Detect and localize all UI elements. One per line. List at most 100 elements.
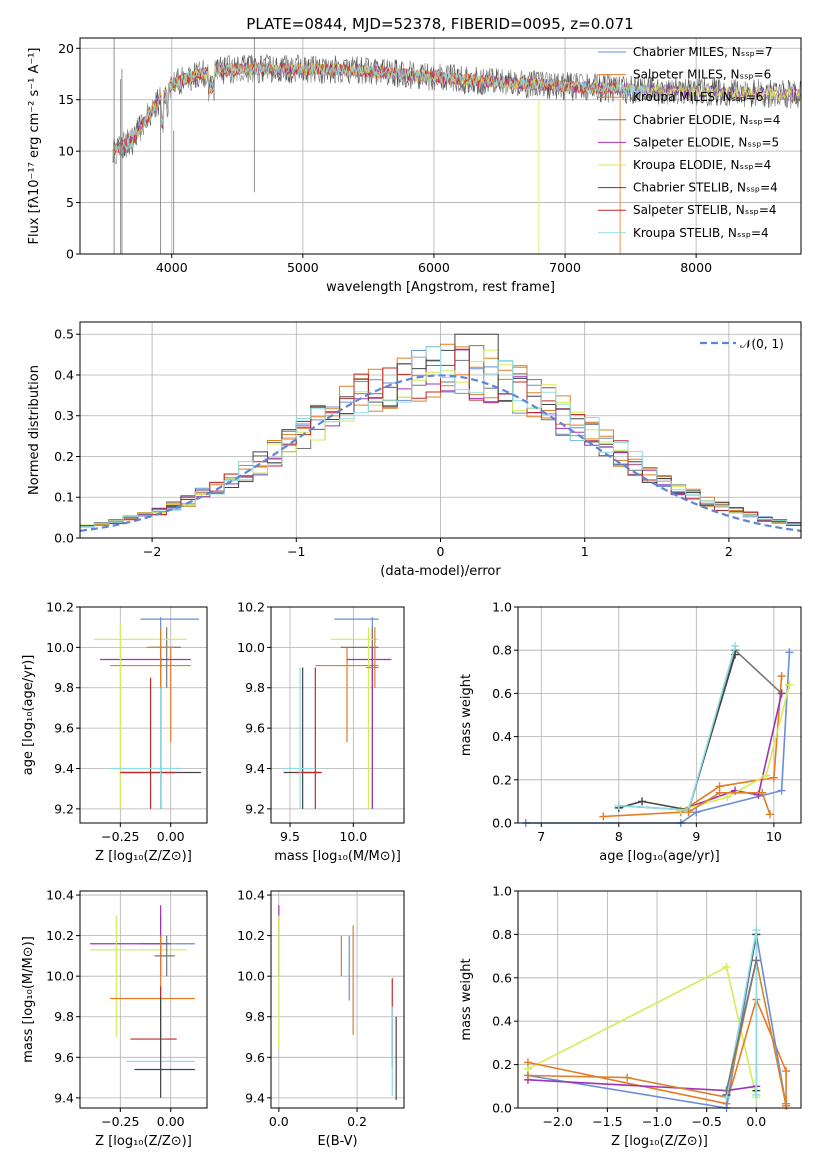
panel-age-vs-mass: 9.5 10.0 9.2 9.4 9.6 9.8 10.0 10.2 mass [log₁₀(M…: [237, 600, 405, 864]
weight-point: [785, 680, 794, 689]
weight-point: [782, 1067, 791, 1076]
y-tick-label: 0.3: [54, 408, 74, 423]
y-tick-label: 9.4: [245, 1090, 265, 1105]
x-tick-label: 9.5: [280, 829, 300, 844]
weight-point: [523, 1071, 532, 1080]
plot-frame: [517, 606, 802, 824]
y-tick-label: 10.4: [46, 888, 74, 903]
y-tick-label: 0.4: [54, 367, 74, 382]
y-tick-label: 0.0: [54, 531, 74, 546]
y-tick-label: 0.6: [492, 970, 512, 985]
histogram-line: [80, 345, 801, 528]
weight-series-line: [618, 654, 736, 811]
x-tick-label: 7: [537, 829, 545, 844]
y-tick-label: 1.0: [492, 884, 512, 899]
y-tick-label: 10: [58, 144, 74, 159]
y-axis-label: Normed distribution: [27, 365, 42, 495]
y-axis-label: mass [log₁₀(M/M⊙)]: [21, 936, 36, 1063]
y-tick-label: 10.2: [237, 928, 265, 943]
plot-frame: [270, 606, 405, 824]
weight-point: [758, 788, 767, 797]
weight-point: [769, 773, 778, 782]
x-tick-label: 6000: [418, 260, 450, 275]
panel-mass-vs-EBV: 0.0 0.2 9.4 9.6 9.8 10.0 10.2 10.4 E(B-V): [237, 888, 405, 1149]
x-tick-label: 4000: [156, 260, 188, 275]
x-tick-label: 7000: [549, 260, 581, 275]
y-tick-label: 0.6: [492, 686, 512, 701]
y-tick-label: 10.0: [237, 640, 265, 655]
x-tick-label: 8000: [680, 260, 712, 275]
x-axis-label: (data-model)/error: [380, 564, 501, 579]
y-tick-label: 0.8: [492, 927, 512, 942]
y-tick-label: 9.6: [245, 1050, 265, 1065]
weight-point: [777, 786, 786, 795]
y-tick-label: 0.4: [492, 1014, 512, 1029]
plot-frame: [79, 321, 802, 539]
normal-curve: [80, 374, 801, 532]
spectrum-lines: [112, 38, 801, 254]
y-tick-label: 0.5: [54, 327, 74, 342]
weight-point: [638, 797, 647, 806]
y-tick-label: 9.8: [54, 680, 74, 695]
weight-point: [777, 672, 786, 681]
x-tick-label: 0.00: [157, 829, 185, 844]
y-tick-label: 15: [58, 92, 74, 107]
y-tick-label: 10.0: [237, 969, 265, 984]
y-tick-label: 10.2: [237, 600, 265, 615]
y-tick-label: 20: [58, 41, 74, 56]
y-tick-label: 0.2: [492, 1057, 512, 1072]
x-tick-label: 5000: [287, 260, 319, 275]
panel-weight-vs-age: 7 8 9 10 0.0 0.2 0.4 0.6 0.8 1.0 age [log₁₀(age/yr…: [459, 600, 802, 864]
x-axis-label: mass [log₁₀(M/M⊙)]: [274, 849, 401, 864]
legend-label: Kroupa STELIB, Nₛₛₚ=4: [633, 226, 769, 240]
histogram-series: [80, 333, 801, 532]
y-axis-label: mass weight: [459, 958, 474, 1040]
plot-frame: [270, 890, 405, 1109]
y-tick-label: 9.2: [54, 801, 74, 816]
y-axis-label: Flux [fλ10⁻¹⁷ erg cm⁻² s⁻¹ A⁻¹]: [27, 48, 42, 245]
y-tick-label: 5: [66, 195, 74, 210]
y-tick-label: 0: [66, 247, 74, 262]
weight-point: [731, 641, 740, 650]
legend-label: Chabrier STELIB, Nₛₛₚ=4: [633, 181, 778, 195]
panel-age-vs-Z: −0.25 0.00 9.2 9.4 9.6 9.8 10.0 10.2 Z [log₁₀(Z/…: [21, 600, 208, 864]
x-tick-label: −2: [143, 544, 161, 559]
weight-point: [723, 793, 732, 802]
weight-series-line: [618, 645, 736, 811]
weight-series-line: [725, 960, 758, 1091]
weight-point: [762, 771, 771, 780]
y-tick-label: 9.4: [54, 761, 74, 776]
x-tick-label: 0.0: [746, 1114, 766, 1129]
x-axis-label: Z [log₁₀(Z/Z⊙)]: [611, 1134, 708, 1149]
y-tick-label: 9.6: [245, 721, 265, 736]
y-axis-label: age [log₁₀(age/yr)]: [21, 655, 36, 776]
x-tick-label: −0.5: [691, 1114, 721, 1129]
x-tick-label: 9: [692, 829, 700, 844]
y-tick-label: 10.2: [46, 928, 74, 943]
weight-point: [599, 812, 608, 821]
y-tick-label: 9.6: [54, 721, 74, 736]
x-axis-label: age [log₁₀(age/yr)]: [599, 849, 720, 864]
plot-frame: [517, 890, 802, 1109]
y-tick-label: 9.6: [54, 1050, 74, 1065]
x-axis-label: wavelength [Angstrom, rest frame]: [326, 280, 555, 295]
y-tick-label: 0.8: [492, 643, 512, 658]
figure-title: PLATE=0844, MJD=52378, FIBERID=0095, z=0…: [246, 15, 633, 33]
x-tick-label: 0.2: [347, 1114, 367, 1129]
x-tick-label: 10: [766, 829, 782, 844]
panel-weight-vs-Z: −2.0 −1.5 −1.0 −0.5 0.0 0.0 0.2 0.4 0.6 0.8 1.0 Z […: [459, 884, 802, 1149]
panel-spectrum: 4000 5000 6000 7000 8000 0 5 10 15 20 wavelength […: [27, 37, 802, 295]
y-tick-label: 9.2: [245, 801, 265, 816]
y-tick-label: 10.2: [46, 600, 74, 615]
weight-point: [777, 689, 786, 698]
weight-series-line: [527, 965, 758, 1098]
x-tick-label: −2.0: [543, 1114, 573, 1129]
weight-point: [752, 1090, 761, 1099]
x-tick-label: 2: [725, 544, 733, 559]
x-tick-label: −1.0: [642, 1114, 672, 1129]
y-axis-label: mass weight: [459, 674, 474, 756]
y-tick-label: 1.0: [492, 600, 512, 615]
x-tick-label: −0.25: [101, 1114, 139, 1129]
x-tick-label: 1: [581, 544, 589, 559]
